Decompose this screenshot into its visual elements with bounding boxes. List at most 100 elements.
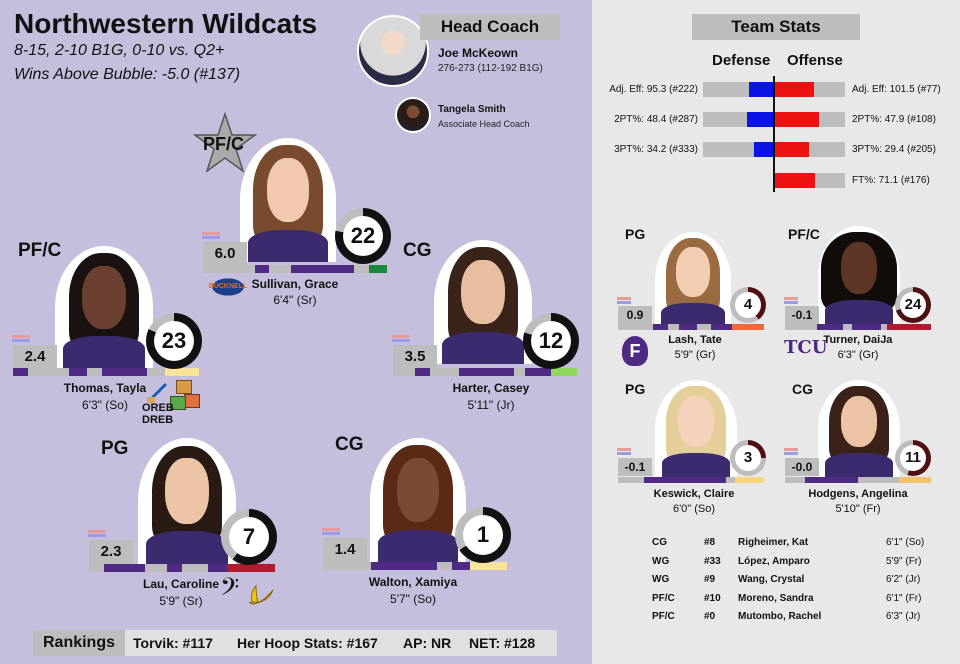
bench-name: Wang, Crystal bbox=[738, 574, 805, 585]
bench-name: Righeimer, Kat bbox=[738, 537, 809, 548]
bench-pos-hodgens: CG bbox=[792, 381, 813, 397]
jersey-number-keswick: 3 bbox=[735, 445, 761, 471]
player-photo-thomas bbox=[55, 246, 153, 368]
player-usage-bar-thomas bbox=[13, 368, 199, 376]
jersey-number-thomas: 23 bbox=[154, 321, 194, 361]
jersey-number-turner: 24 bbox=[900, 292, 926, 318]
player-name-harter: Harter, Casey bbox=[452, 381, 530, 395]
player-name-keswick: Keswick, Claire bbox=[653, 488, 735, 500]
bench-number: #33 bbox=[704, 556, 721, 567]
player-photo-sullivan bbox=[240, 138, 336, 262]
player-name-hodgens: Hodgens, Angelina bbox=[808, 488, 908, 500]
coach-header: Head Coach bbox=[420, 14, 560, 40]
rating-flag-lau bbox=[88, 530, 106, 540]
transfer-logo-sullivan: BUCKNELL bbox=[208, 276, 248, 298]
starter-pos-sullivan: PF/C bbox=[203, 134, 245, 154]
stats-center-line bbox=[773, 76, 775, 192]
assistant-coach-photo bbox=[395, 97, 431, 133]
player-photo-hodgens bbox=[818, 380, 900, 478]
jersey-number-walton: 1 bbox=[463, 515, 503, 555]
player-name-sullivan: Sullivan, Grace bbox=[251, 277, 339, 291]
player-photo-lash bbox=[655, 232, 731, 328]
defense-bar-2pt bbox=[747, 112, 773, 127]
team-stats-header: Team Stats bbox=[692, 14, 860, 40]
bench-number: #10 bbox=[704, 593, 721, 604]
bench-row: WG #33 López, Amparo 5'9" (Fr) bbox=[652, 556, 932, 574]
player-rating-sullivan: 6.0 bbox=[203, 242, 247, 266]
player-info-harter: 5'11" (Jr) bbox=[467, 398, 515, 412]
bass-clef-icon: 𝄢 bbox=[220, 573, 240, 608]
bench-row: PF/C #10 Moreno, Sandra 6'1" (Fr) bbox=[652, 593, 932, 611]
starter-pos-walton: CG bbox=[335, 434, 364, 455]
mop-icon bbox=[147, 382, 168, 403]
team-wab: Wins Above Bubble: -5.0 (#137) bbox=[14, 66, 241, 83]
player-photo-harter bbox=[434, 240, 532, 364]
bench-pos-lash: PG bbox=[625, 226, 646, 242]
star-icon bbox=[193, 112, 257, 173]
bench-pos: WG bbox=[652, 556, 670, 567]
defense-adj-eff: Adj. Eff: 95.3 (#222) bbox=[609, 84, 698, 95]
player-rating-keswick: -0.1 bbox=[618, 458, 652, 476]
offense-adj-eff: Adj. Eff: 101.5 (#77) bbox=[852, 84, 941, 95]
team-record: 8-15, 2-10 B1G, 0-10 vs. Q2+ bbox=[14, 42, 225, 59]
bench-pos-keswick: PG bbox=[625, 381, 646, 397]
player-name-lash: Lash, Tate bbox=[668, 334, 722, 346]
bench-info: 5'9" (Fr) bbox=[886, 556, 922, 567]
head-coach-record: 276-273 (112-192 B1G) bbox=[438, 63, 543, 74]
bench-row: PF/C #0 Mutombo, Rachel 6'3" (Jr) bbox=[652, 611, 932, 629]
banana-icon bbox=[248, 584, 274, 605]
defense-bar-3pt bbox=[754, 142, 773, 157]
rating-flag-turner bbox=[784, 297, 798, 307]
player-name-walton: Walton, Xamiya bbox=[368, 575, 458, 589]
jersey-ring-harter: 12 bbox=[523, 313, 579, 369]
player-usage-bar-turner bbox=[785, 324, 931, 330]
player-photo-keswick bbox=[655, 380, 737, 478]
jersey-ring-hodgens: 11 bbox=[895, 440, 931, 476]
player-info-thomas: 6'3" (So) bbox=[82, 398, 128, 412]
player-rating-harter: 3.5 bbox=[393, 345, 437, 369]
rating-flag-sullivan bbox=[202, 232, 220, 242]
player-usage-bar-lau bbox=[89, 564, 275, 572]
player-info-turner: 6'3" (Gr) bbox=[837, 349, 879, 361]
player-rating-walton: 1.4 bbox=[323, 538, 367, 562]
rank-net: NET: #128 bbox=[469, 635, 536, 651]
jersey-ring-turner: 24 bbox=[895, 287, 931, 323]
rank-ap: AP: NR bbox=[403, 635, 452, 651]
offense-3pt: 3PT%: 29.4 (#205) bbox=[852, 144, 936, 155]
rating-flag-keswick bbox=[617, 448, 631, 458]
rebound-badge-text: OREB DREB bbox=[142, 402, 174, 426]
defense-label: Defense bbox=[712, 52, 771, 69]
player-usage-bar-walton bbox=[323, 562, 507, 570]
bench-number: #9 bbox=[704, 574, 716, 585]
bench-info: 6'1" (Fr) bbox=[886, 593, 922, 604]
bench-name: Mutombo, Rachel bbox=[738, 611, 822, 622]
bench-row: WG #9 Wang, Crystal 6'2" (Jr) bbox=[652, 574, 932, 592]
player-info-lash: 5'9" (Gr) bbox=[674, 349, 716, 361]
player-rating-thomas: 2.4 bbox=[13, 345, 57, 369]
bench-name: López, Amparo bbox=[738, 556, 810, 567]
offense-2pt: 2PT%: 47.9 (#108) bbox=[852, 114, 936, 125]
starter-pos-lau: PG bbox=[101, 438, 129, 459]
player-rating-lau: 2.3 bbox=[89, 540, 133, 564]
player-info-keswick: 6'0" (So) bbox=[672, 503, 716, 515]
player-usage-bar-sullivan bbox=[203, 265, 387, 273]
player-info-walton: 5'7" (So) bbox=[390, 592, 436, 606]
player-rating-turner: -0.1 bbox=[785, 306, 819, 324]
head-coach-photo bbox=[357, 15, 429, 87]
bench-row: CG #8 Righeimer, Kat 6'1" (So) bbox=[652, 537, 932, 555]
bench-pos-turner: PF/C bbox=[788, 226, 820, 242]
player-photo-lau bbox=[138, 438, 236, 564]
offense-label: Offense bbox=[787, 52, 843, 69]
jersey-number-lash: 4 bbox=[735, 292, 761, 318]
bench-number: #8 bbox=[704, 537, 716, 548]
player-rating-hodgens: -0.0 bbox=[785, 458, 819, 476]
starter-pos-thomas: PF/C bbox=[18, 240, 62, 261]
bench-info: 6'1" (So) bbox=[886, 537, 925, 548]
rating-flag-harter bbox=[392, 335, 410, 345]
rating-flag-walton bbox=[322, 528, 340, 538]
bench-number: #0 bbox=[704, 611, 716, 622]
bench-pos: WG bbox=[652, 574, 670, 585]
defense-2pt: 2PT%: 48.4 (#287) bbox=[614, 114, 698, 125]
offense-bar-adj-eff bbox=[775, 82, 814, 97]
player-usage-bar-harter bbox=[393, 368, 577, 376]
